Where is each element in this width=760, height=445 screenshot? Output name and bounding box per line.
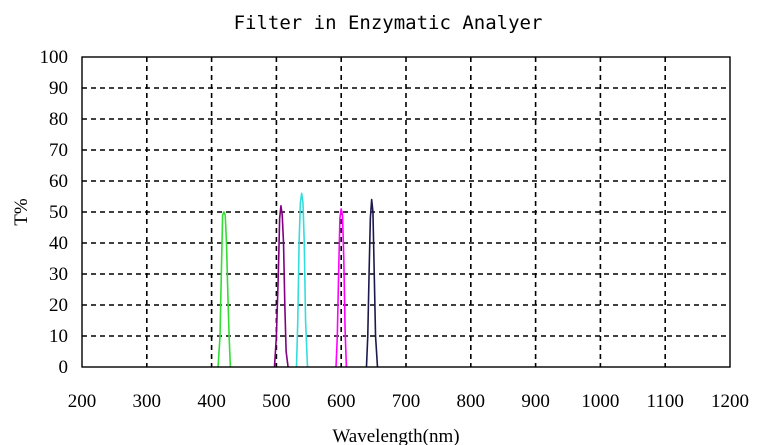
y-tick-label: 40 — [49, 233, 68, 254]
x-axis-ticks: 200 300 400 500 600 700 800 900 1000 1100 1200 — [68, 391, 749, 412]
chart-title: Filter in Enzymatic Analyer — [234, 12, 543, 34]
x-tick-label: 700 — [392, 391, 421, 412]
y-tick-label: 80 — [49, 109, 68, 130]
series-line-5 — [365, 198, 379, 368]
series-line-2 — [273, 205, 289, 368]
x-tick-label: 400 — [197, 391, 226, 412]
y-tick-label: 30 — [49, 264, 68, 285]
y-tick-label: 70 — [49, 140, 68, 161]
x-tick-label: 200 — [68, 391, 97, 412]
y-tick-label: 20 — [49, 295, 68, 316]
x-tick-label: 600 — [327, 391, 356, 412]
grid — [82, 57, 730, 367]
series-line-3 — [295, 192, 309, 368]
y-axis-ticks: 0 10 20 30 40 50 60 70 80 90 100 — [40, 47, 69, 378]
x-tick-label: 800 — [457, 391, 486, 412]
series-line-4 — [335, 208, 348, 368]
plot-frame — [81, 56, 731, 368]
y-tick-label: 90 — [49, 78, 68, 99]
x-tick-label: 1100 — [647, 391, 684, 412]
series-line-1 — [217, 211, 232, 368]
x-tick-label: 500 — [262, 391, 291, 412]
y-axis-label: T% — [11, 198, 32, 226]
y-tick-label: 60 — [49, 171, 68, 192]
series-group — [217, 192, 379, 368]
y-tick-label: 50 — [49, 202, 68, 223]
x-tick-label: 900 — [521, 391, 550, 412]
y-tick-label: 10 — [49, 326, 68, 347]
x-axis-label: Wavelength(nm) — [332, 426, 459, 445]
y-tick-label: 100 — [40, 47, 69, 68]
x-tick-label: 1000 — [581, 391, 619, 412]
y-tick-label: 0 — [59, 357, 69, 378]
x-tick-label: 300 — [133, 391, 162, 412]
x-tick-label: 1200 — [711, 391, 749, 412]
